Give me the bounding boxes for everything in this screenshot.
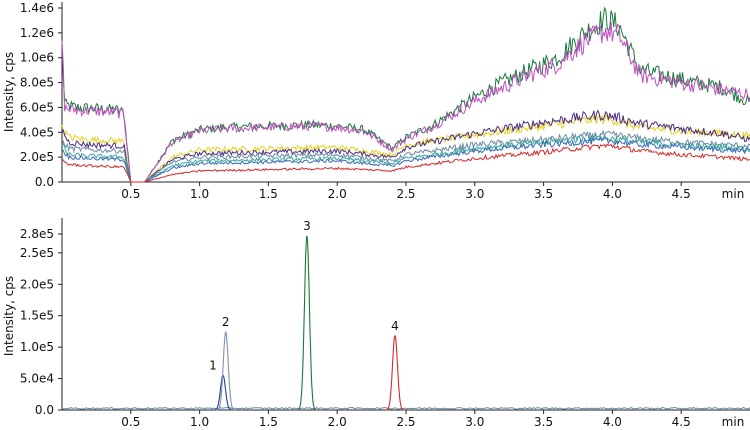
bottom-y-tick-label: 1.5e5: [20, 309, 54, 323]
peak-3-line: [297, 235, 317, 411]
bottom-y-tick-label: 5.0e4: [20, 372, 54, 386]
top-x-tick-label: 1.5: [259, 187, 278, 201]
top-y-axis-label: Intensity, cps: [2, 52, 16, 132]
bottom-baseline-line: [61, 406, 750, 410]
bottom-y-tick-label: 0.0: [35, 403, 54, 417]
top-x-tick-label: 0.5: [121, 187, 140, 201]
xic-panel: Intensity, cps min 0.0 5.0e4 1.0e5 1.5e5 2.0…: [2, 218, 750, 429]
top-series-line: [61, 109, 750, 183]
top-y-tick-label: 1.2e6: [20, 26, 54, 40]
top-x-tick-label: 2.5: [396, 187, 415, 201]
top-x-tick-label: 2.0: [328, 187, 347, 201]
top-y-tick-label: 1.0e6: [20, 51, 54, 65]
bottom-x-tick-label: 3.5: [534, 415, 553, 429]
bottom-y-tick-label: 2.5e5: [20, 246, 54, 260]
bottom-x-unit-label: min: [722, 415, 745, 429]
bottom-y-tick-label: 2.0e5: [20, 277, 54, 291]
bottom-x-tick-label: 1.5: [259, 415, 278, 429]
top-series-line: [61, 6, 750, 183]
bottom-x-tick-label: 4.0: [603, 415, 622, 429]
peak-label-1: 1: [209, 358, 217, 372]
peak-2-line: [215, 331, 236, 411]
top-y-tick-label: 6.0e5: [20, 100, 54, 114]
top-series-line: [61, 129, 750, 183]
top-y-tick-label: 0.0: [35, 175, 54, 189]
top-y-tick-label: 1.4e6: [20, 1, 54, 15]
top-y-tick-label: 2.0e5: [20, 150, 54, 164]
bottom-x-tick-label: 0.5: [121, 415, 140, 429]
peak-label-2: 2: [222, 315, 230, 329]
top-x-tick-label: 3.0: [465, 187, 484, 201]
bottom-x-tick-label: 3.0: [465, 415, 484, 429]
top-y-tick-label: 4.0e5: [20, 125, 54, 139]
bottom-x-tick-label: 4.5: [672, 415, 691, 429]
top-series-line: [61, 136, 750, 183]
top-x-tick-label: 4.0: [603, 187, 622, 201]
top-series-line: [61, 143, 750, 183]
bottom-y-tick-label: 1.0e5: [20, 340, 54, 354]
top-x-tick-label: 1.0: [190, 187, 209, 201]
peak-4-line: [385, 334, 405, 411]
peak-label-3: 3: [303, 219, 311, 233]
bottom-y-tick-label: 2.8e5: [20, 227, 54, 241]
bottom-y-axis-label: Intensity, cps: [2, 276, 16, 356]
top-x-tick-label: 3.5: [534, 187, 553, 201]
bottom-x-tick-label: 2.5: [396, 415, 415, 429]
top-x-tick-label: 4.5: [672, 187, 691, 201]
top-series-line: [61, 21, 750, 183]
bottom-x-tick-label: 2.0: [328, 415, 347, 429]
top-x-unit-label: min: [722, 187, 745, 201]
peak-label-4: 4: [391, 319, 399, 333]
top-y-tick-label: 8.0e5: [20, 76, 54, 90]
tic-panel: Intensity, cps min 0.0 2.0e5 4.0e5 6.0e5 8.0…: [2, 1, 750, 201]
bottom-x-tick-label: 1.0: [190, 415, 209, 429]
